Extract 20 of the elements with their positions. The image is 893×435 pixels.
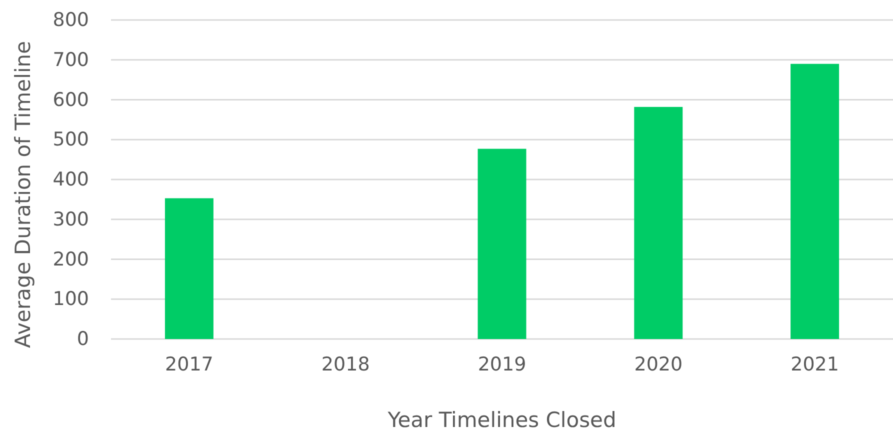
bar — [790, 64, 840, 339]
y-tick-label: 500 — [52, 128, 89, 151]
x-axis-title: Year Timelines Closed — [386, 408, 616, 432]
bar — [478, 148, 526, 339]
y-tick-label: 0 — [76, 328, 89, 350]
y-tick-label: 100 — [52, 288, 89, 310]
bar — [634, 106, 683, 339]
y-tick-label: 700 — [52, 48, 89, 71]
y-tick-label: 200 — [52, 248, 89, 270]
x-tick-label: 2019 — [478, 353, 526, 376]
x-tick-label: 2021 — [790, 353, 839, 376]
y-tick-label: 400 — [52, 168, 89, 191]
x-tick-label: 2020 — [634, 353, 683, 376]
y-tick-label: 800 — [52, 9, 89, 32]
y-tick-label: 300 — [52, 208, 89, 230]
bar — [164, 198, 214, 339]
y-tick-label: 600 — [52, 88, 89, 111]
x-tick-label: 2017 — [165, 353, 214, 376]
y-axis-title: Average Duration of Timeline — [11, 40, 35, 348]
x-tick-label: 2018 — [321, 353, 370, 376]
